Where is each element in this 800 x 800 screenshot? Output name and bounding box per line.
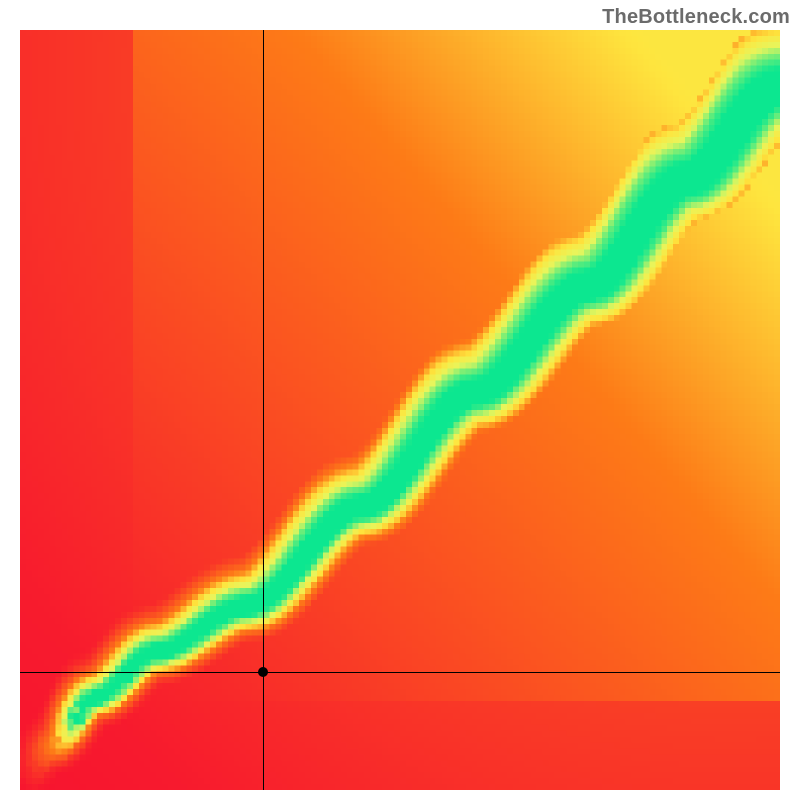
watermark-text: TheBottleneck.com <box>602 6 790 29</box>
chart-container: TheBottleneck.com <box>0 0 800 800</box>
heatmap-plot <box>20 30 780 790</box>
heatmap-canvas <box>20 30 780 790</box>
